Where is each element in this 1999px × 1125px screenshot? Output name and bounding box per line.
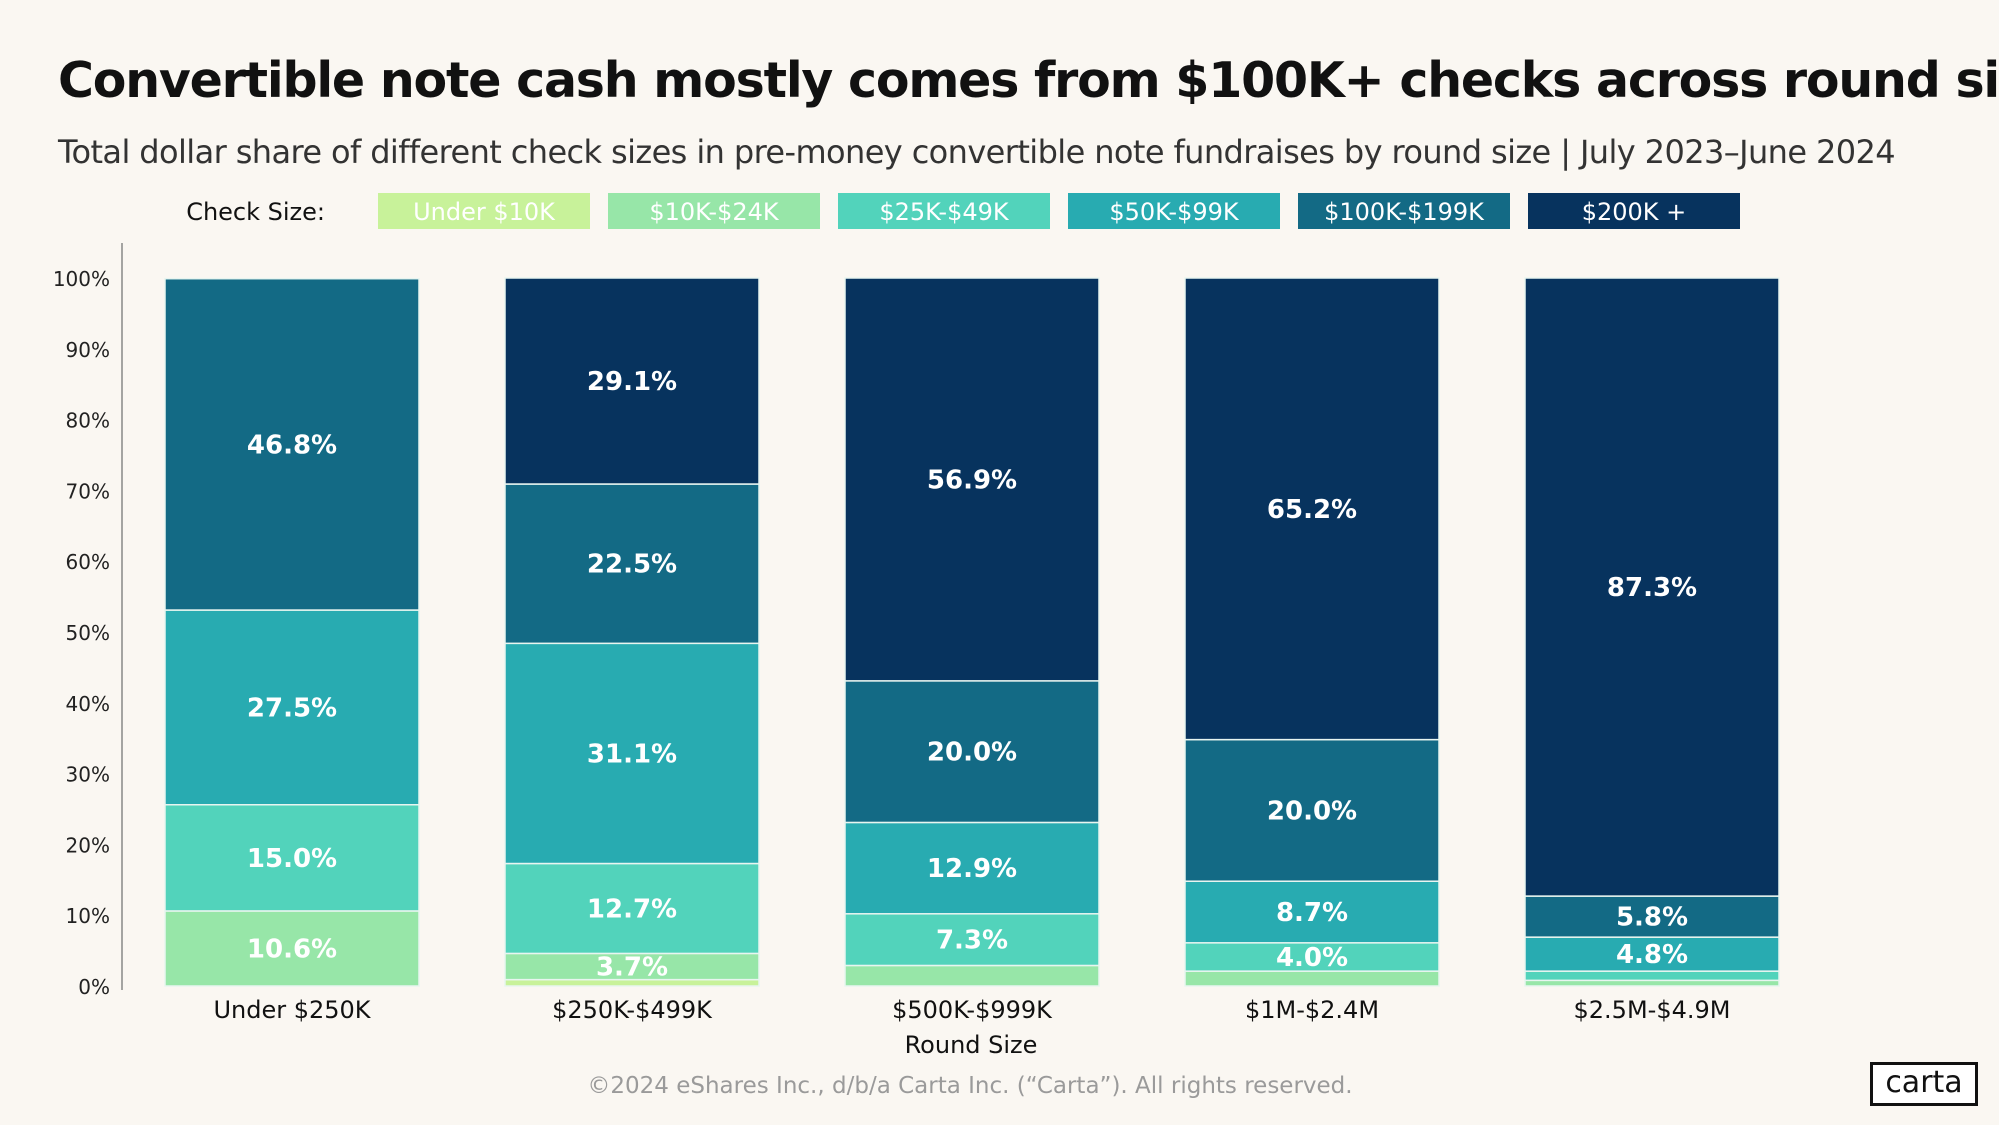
x-tick-label: $1M-$2.4M — [1245, 996, 1379, 1024]
legend-swatch — [1528, 193, 1740, 229]
data-label: 20.0% — [927, 738, 1017, 768]
data-label: 29.1% — [587, 367, 677, 397]
x-tick-label: $250K-$499K — [552, 996, 713, 1024]
x-tick-label: $2.5M-$4.9M — [1574, 996, 1731, 1024]
y-tick-label: 40% — [66, 692, 110, 716]
y-tick-label: 100% — [53, 267, 110, 291]
legend-label: $25K-$49K — [879, 198, 1009, 226]
bar-segment — [164, 277, 420, 611]
bar-segment — [1184, 880, 1440, 944]
bar-segment — [504, 862, 760, 955]
bar-segment — [844, 913, 1100, 967]
bar-segment — [1184, 970, 1440, 987]
bar-segment — [844, 964, 1100, 987]
legend-swatch — [378, 193, 590, 229]
bar-segment — [504, 277, 760, 485]
y-tick-label: 80% — [66, 409, 110, 433]
legend-label: $10K-$24K — [649, 198, 779, 226]
data-label: 8.7% — [1276, 898, 1348, 928]
legend-swatch — [1068, 193, 1280, 229]
data-label: 46.8% — [247, 430, 337, 460]
y-tick-label: 90% — [66, 338, 110, 362]
legend-title: Check Size: — [186, 198, 325, 226]
data-label: 22.5% — [587, 550, 677, 580]
legend-label: Under $10K — [413, 198, 556, 226]
legend-swatch — [1298, 193, 1510, 229]
data-label: 5.8% — [1616, 903, 1688, 933]
bar-segment — [504, 952, 760, 981]
data-label: 7.3% — [936, 926, 1008, 956]
data-label: 15.0% — [247, 844, 337, 874]
chart-subtitle: Total dollar share of different check si… — [58, 133, 1896, 171]
data-label: 87.3% — [1607, 573, 1697, 603]
data-label: 65.2% — [1267, 495, 1357, 525]
x-axis-title: Round Size — [905, 1031, 1038, 1059]
y-tick-label: 10% — [66, 904, 110, 928]
data-label: 56.9% — [927, 465, 1017, 495]
bar-segment — [164, 609, 420, 806]
legend-swatch — [838, 193, 1050, 229]
bar-segment — [1524, 936, 1780, 972]
bar-segment — [844, 277, 1100, 682]
data-label: 12.9% — [927, 854, 1017, 884]
x-tick-label: Under $250K — [213, 996, 371, 1024]
data-label: 27.5% — [247, 693, 337, 723]
y-tick-label: 30% — [66, 763, 110, 787]
data-label: 20.0% — [1267, 796, 1357, 826]
legend-label: $200K + — [1582, 198, 1687, 226]
copyright: ©2024 eShares Inc., d/b/a Carta Inc. (“C… — [587, 1073, 1353, 1099]
y-tick-label: 50% — [66, 621, 110, 645]
y-tick-label: 0% — [78, 975, 110, 999]
bar-segment — [844, 821, 1100, 915]
y-tick-label: 60% — [66, 550, 110, 574]
bar-segment — [164, 804, 420, 912]
data-label: 10.6% — [247, 934, 337, 964]
legend-label: $50K-$99K — [1109, 198, 1239, 226]
bar-segment — [1184, 942, 1440, 972]
data-label: 4.0% — [1276, 943, 1348, 973]
carta-logo: carta — [1870, 1062, 1978, 1106]
bar-segment — [504, 642, 760, 865]
bar-segment — [1524, 979, 1780, 987]
data-label: 3.7% — [596, 953, 668, 983]
bar-segment — [504, 483, 760, 645]
data-label: 4.8% — [1616, 940, 1688, 970]
legend-label: $100K-$199K — [1324, 198, 1485, 226]
bar-segment — [1184, 277, 1440, 741]
bar-segment — [844, 680, 1100, 824]
bar-segment — [1524, 277, 1780, 897]
chart-title: Convertible note cash mostly comes from … — [58, 52, 1999, 109]
data-label: 31.1% — [587, 739, 677, 769]
bar-segment — [1524, 895, 1780, 938]
y-tick-label: 70% — [66, 479, 110, 503]
data-label: 12.7% — [587, 894, 677, 924]
y-tick-label: 20% — [66, 833, 110, 857]
legend-swatch — [608, 193, 820, 229]
x-tick-label: $500K-$999K — [892, 996, 1053, 1024]
bar-segment — [1184, 738, 1440, 882]
bar-segment — [1524, 970, 1780, 982]
